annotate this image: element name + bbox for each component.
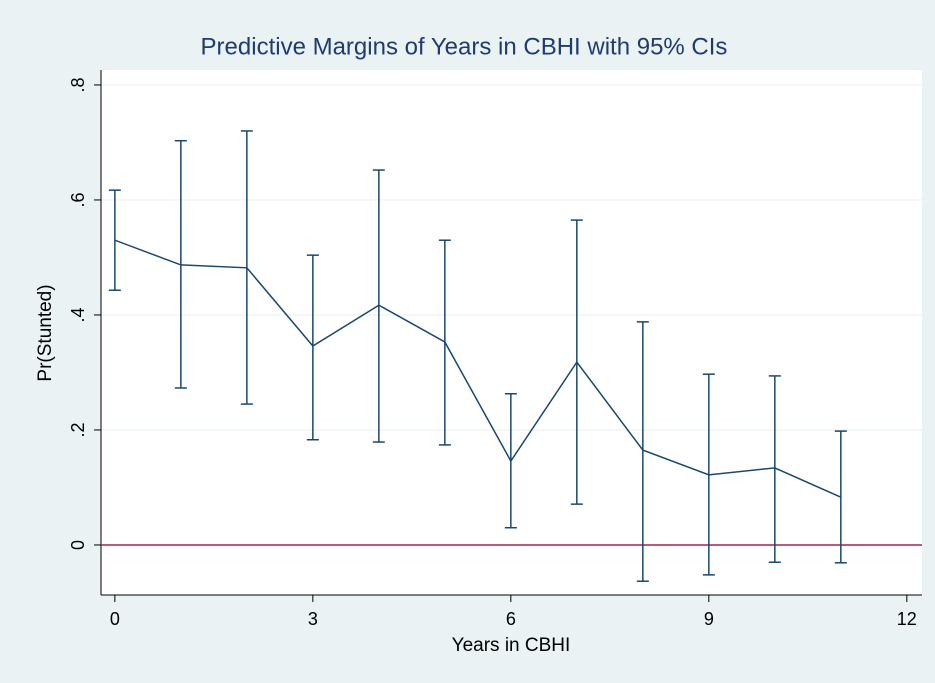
y-tick-label: .6 — [68, 192, 88, 207]
chart-title: Predictive Margins of Years in CBHI with… — [201, 33, 728, 60]
y-axis-title: Pr(Stunted) — [35, 284, 56, 381]
x-tick-label: 3 — [308, 609, 318, 629]
y-tick-label: .4 — [68, 307, 88, 322]
x-tick-label: 6 — [506, 609, 516, 629]
y-tick-label: .2 — [68, 422, 88, 437]
y-tick-label: .8 — [68, 77, 88, 92]
x-tick-label: 0 — [110, 609, 120, 629]
x-tick-label: 9 — [704, 609, 714, 629]
x-axis-title: Years in CBHI — [452, 635, 571, 656]
y-tick-label: 0 — [68, 540, 88, 550]
x-tick-label: 12 — [897, 609, 917, 629]
line — [114, 239, 842, 498]
